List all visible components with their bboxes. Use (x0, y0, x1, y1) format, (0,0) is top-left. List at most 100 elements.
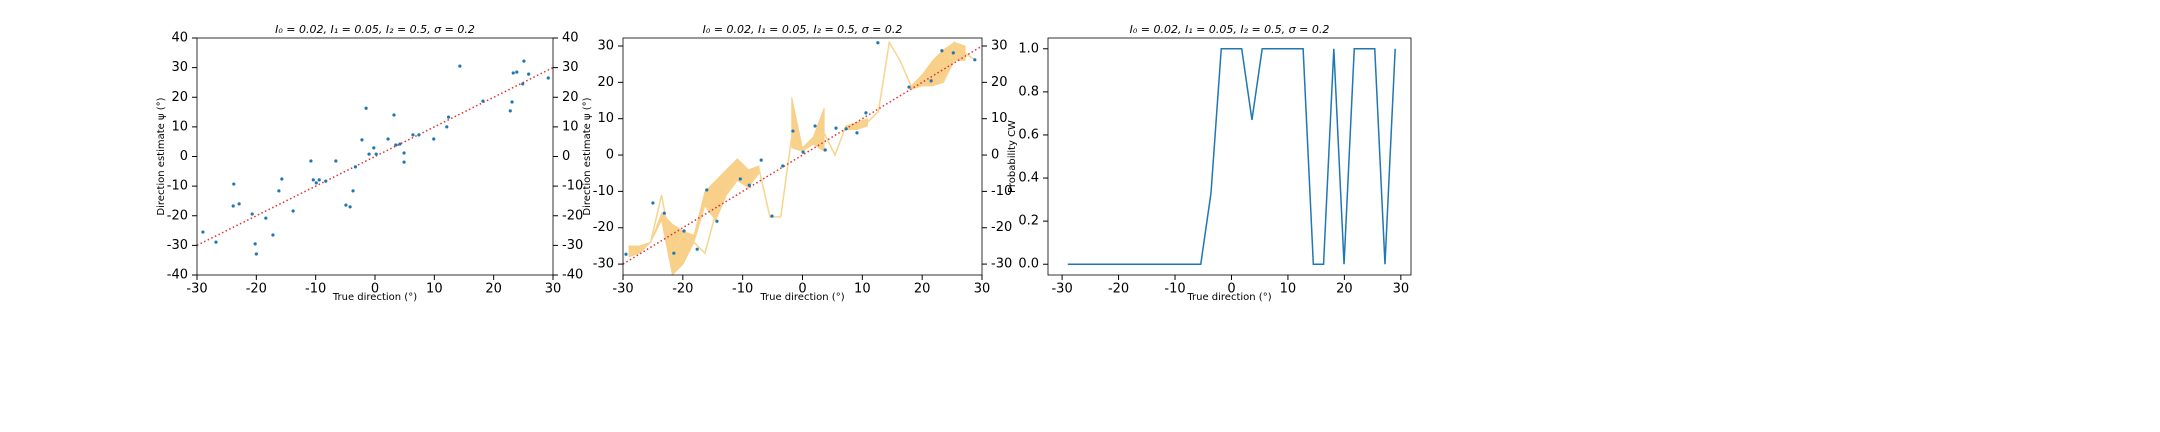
x-tick-label: 20 (485, 282, 502, 297)
x-tick-label: 30 (1393, 282, 1410, 297)
point (876, 41, 880, 45)
point (940, 49, 944, 53)
point (527, 72, 531, 76)
x-tick-label: -10 (1164, 282, 1185, 297)
point (511, 71, 515, 75)
point (510, 100, 514, 104)
y2-tick-label: -20 (562, 208, 583, 223)
y2-tick-label: -10 (991, 184, 1012, 199)
point (432, 137, 436, 141)
y2-tick-label: -40 (562, 268, 583, 283)
point (813, 124, 817, 128)
point (801, 150, 805, 154)
point (715, 219, 719, 223)
y2-tick-label: 0 (991, 148, 999, 163)
point (781, 164, 785, 168)
y-tick-label: 0 (180, 149, 188, 164)
y-axis-label: Direction estimate ψ (°) (582, 97, 593, 215)
point (253, 242, 257, 246)
point (250, 212, 254, 216)
point (651, 201, 655, 205)
x-axis-label: True direction (°) (759, 292, 844, 303)
point (907, 85, 911, 89)
x-tick-label: 0 (371, 282, 379, 297)
point (682, 229, 686, 233)
point (394, 143, 398, 147)
band (628, 158, 760, 275)
point (398, 142, 402, 146)
axes-frame (1047, 37, 1412, 276)
y2-tick-label: 40 (562, 31, 579, 46)
x-tick-label: 10 (1280, 282, 1297, 297)
point (695, 247, 699, 251)
y-tick-label: 40 (171, 31, 188, 46)
x-tick-label: 20 (1336, 282, 1353, 297)
y2-tick-label: -20 (991, 220, 1012, 235)
y2-tick-label: 20 (562, 90, 579, 105)
panel-title: I₀ = 0.02, I₁ = 0.05, I₂ = 0.5, σ = 0.2 (275, 23, 475, 36)
point (201, 230, 205, 234)
x-tick-label: 10 (854, 282, 871, 297)
x-tick-label: 30 (545, 282, 562, 297)
point (844, 127, 848, 131)
point (231, 204, 235, 208)
y-tick-label: 0.6 (1018, 127, 1039, 142)
y-axis-label: Probability CW (1007, 120, 1018, 193)
point (522, 59, 526, 63)
reference-line (197, 66, 553, 247)
point (624, 252, 628, 256)
y2-tick-label: 10 (991, 111, 1008, 126)
plot-area (623, 40, 982, 275)
y-tick-label: 0.2 (1018, 214, 1039, 229)
panel-title: I₀ = 0.02, I₁ = 0.05, I₂ = 0.5, σ = 0.2 (703, 23, 903, 36)
point (973, 58, 977, 62)
x-tick-label: -10 (732, 282, 753, 297)
point (546, 76, 550, 80)
point (770, 214, 774, 218)
y-tick-label: -30 (167, 238, 188, 253)
point (351, 189, 355, 193)
x-tick-label: 10 (426, 282, 443, 297)
point (334, 159, 338, 163)
y-tick-label: 1.0 (1018, 41, 1039, 56)
y2-tick-label: 30 (991, 38, 1008, 53)
y-tick-label: 0.4 (1018, 171, 1039, 186)
point (360, 138, 364, 142)
x-axis-label: True direction (°) (332, 292, 417, 303)
y2-tick-label: -10 (562, 179, 583, 194)
point (348, 205, 352, 209)
panel-title: I₀ = 0.02, I₁ = 0.05, I₂ = 0.5, σ = 0.2 (1130, 23, 1330, 36)
point (823, 148, 827, 152)
x-tick-label: -30 (612, 282, 633, 297)
point (662, 211, 666, 215)
point (834, 126, 838, 130)
x-tick-label: -30 (186, 282, 207, 297)
y-tick-label: -20 (593, 220, 614, 235)
panel: -30 -20 -10 0 10 20 30-30-20-100102030-30-20-1… (582, 23, 1012, 303)
point (237, 202, 241, 206)
point (264, 216, 268, 220)
x-tick-label: 0 (1227, 282, 1235, 297)
point (705, 188, 709, 192)
point (367, 152, 371, 156)
point (481, 99, 485, 103)
y-tick-label: 20 (171, 90, 188, 105)
y-tick-label: 30 (597, 38, 614, 53)
data-line (1067, 48, 1396, 265)
point (411, 133, 415, 137)
point (929, 79, 933, 83)
point (402, 160, 406, 164)
point (855, 131, 859, 135)
point (374, 152, 378, 156)
point (791, 129, 795, 133)
point (402, 151, 406, 155)
point (864, 111, 868, 115)
point (353, 165, 358, 169)
point (344, 203, 348, 207)
y-tick-label: 30 (171, 60, 188, 75)
y-tick-label: 0 (606, 148, 614, 163)
axes-frame (622, 37, 983, 276)
point (392, 113, 396, 117)
point (317, 178, 321, 182)
